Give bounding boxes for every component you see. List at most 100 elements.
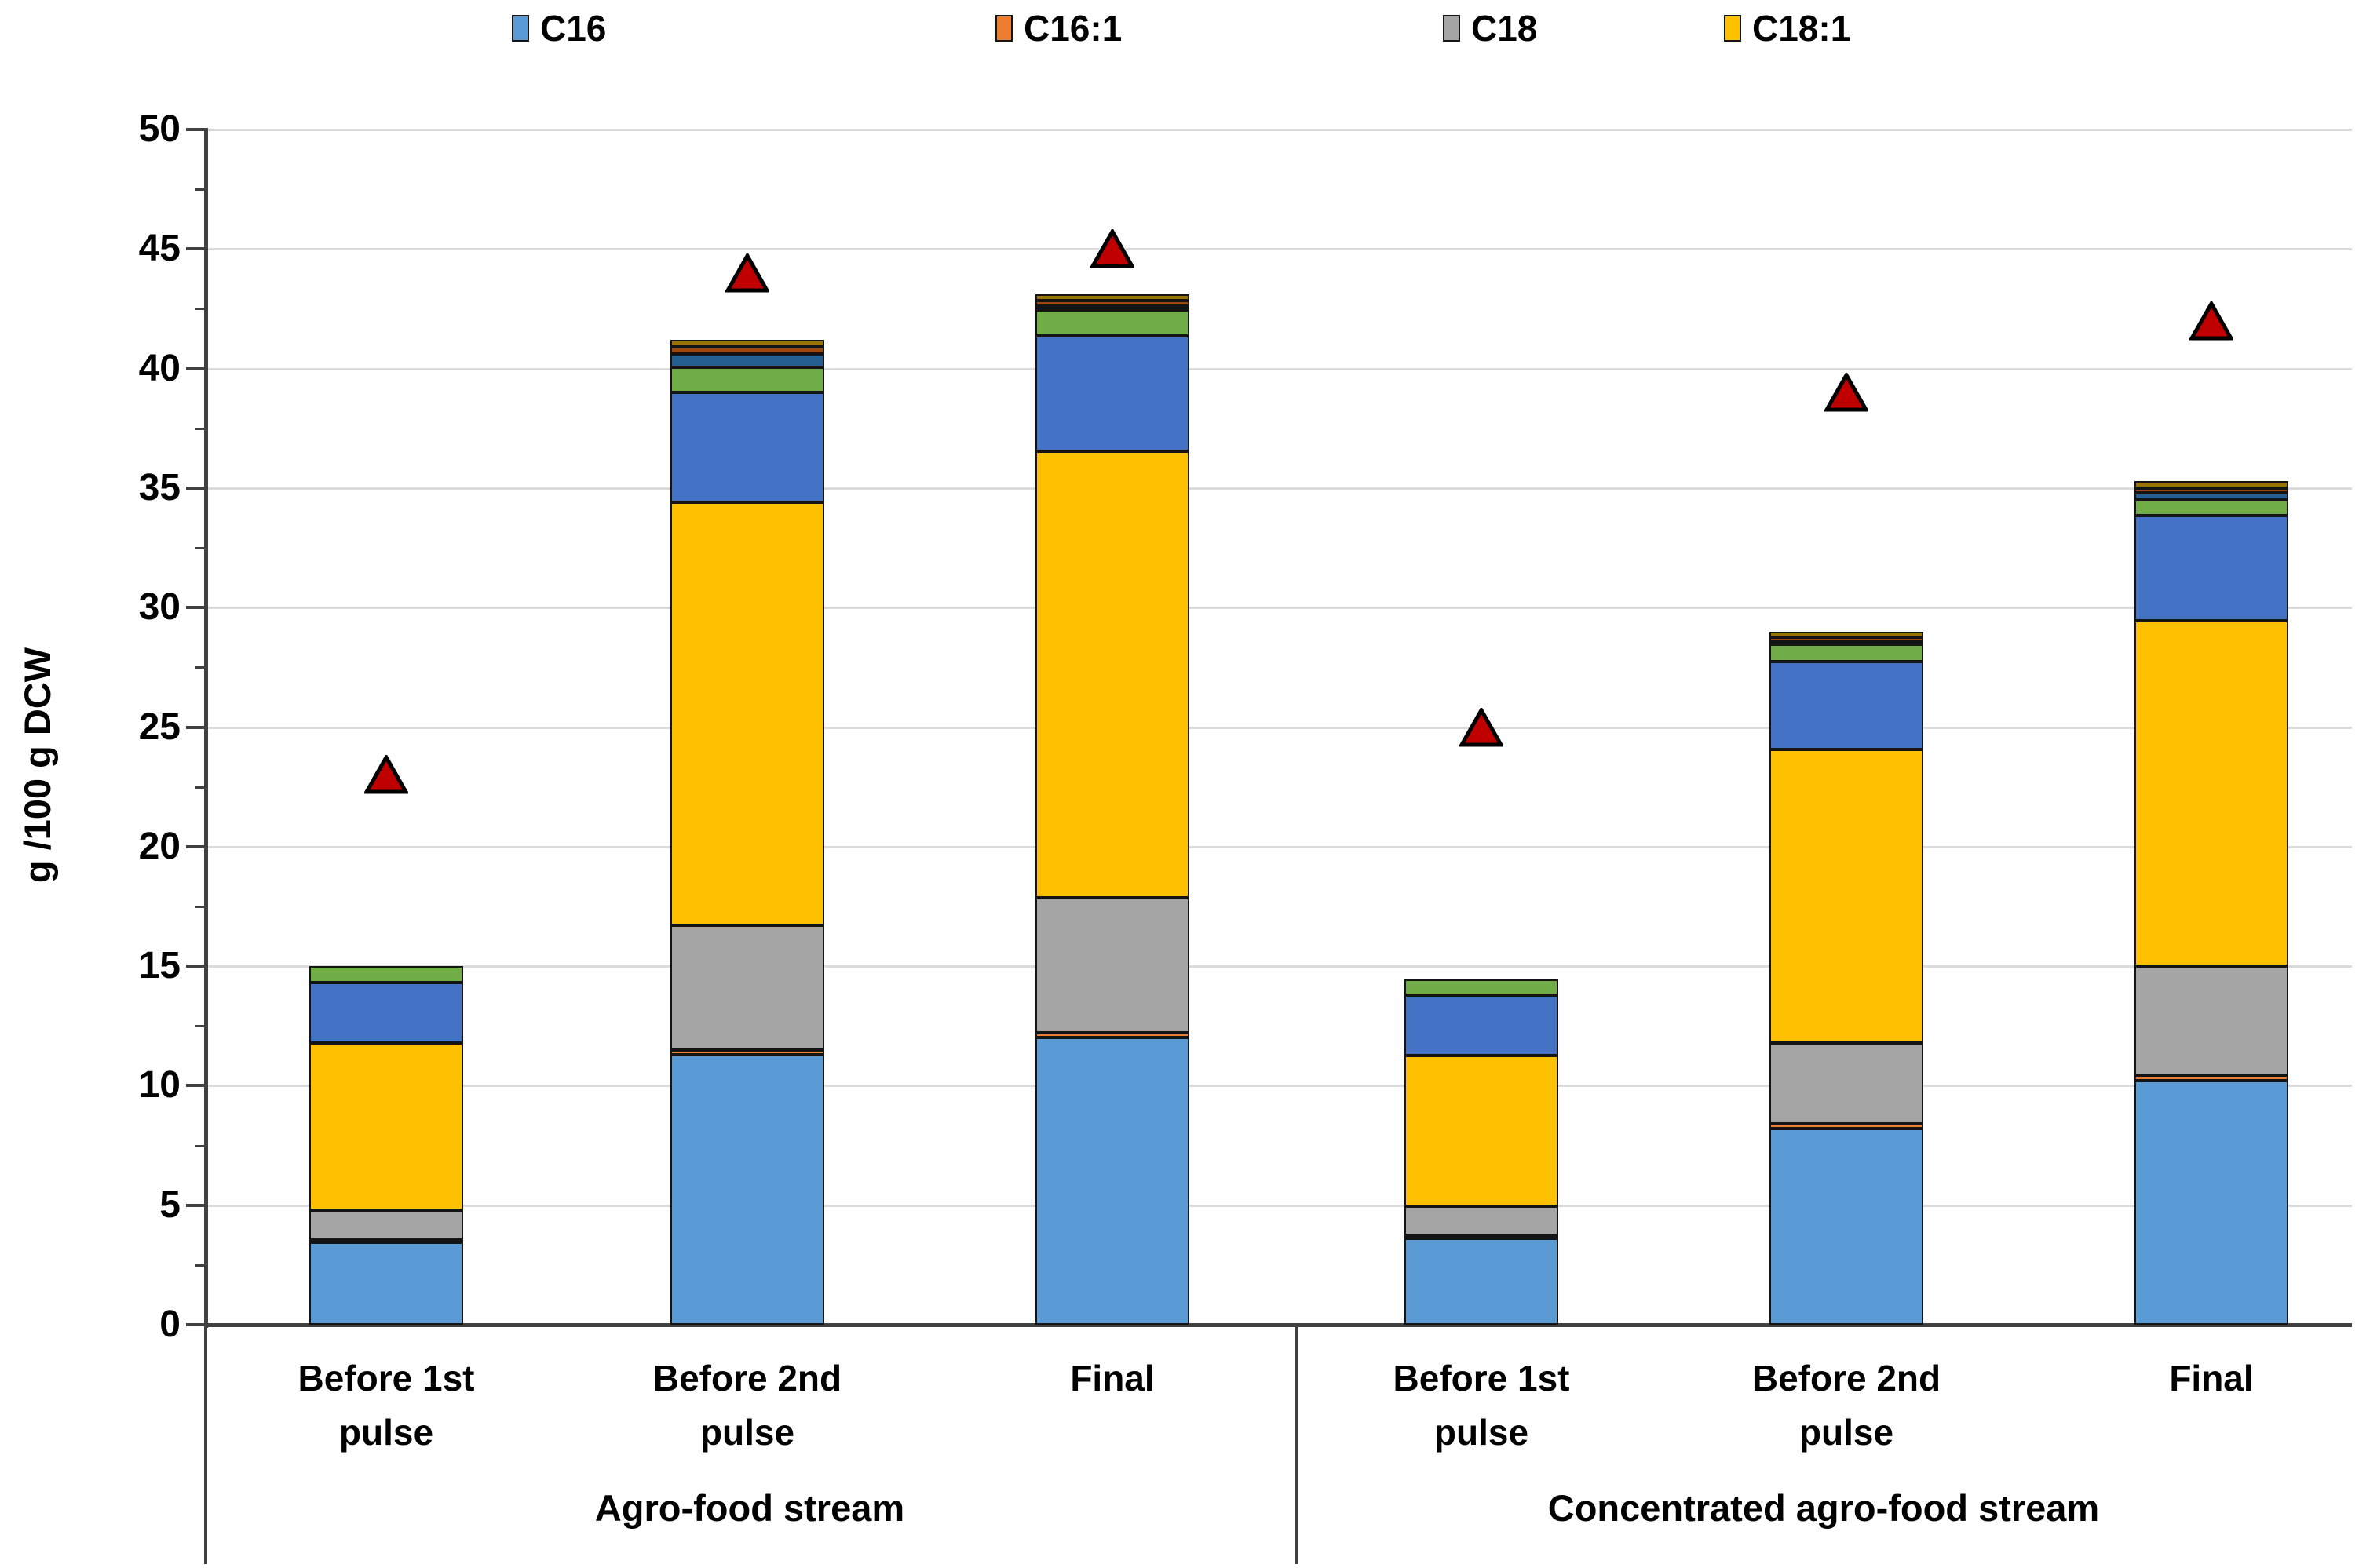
bar-segment bbox=[670, 340, 824, 348]
y-axis-minor-tick bbox=[195, 427, 206, 430]
gridline bbox=[207, 1085, 2352, 1088]
category-axis-divider bbox=[204, 1325, 207, 1564]
bar-segment bbox=[2134, 487, 2288, 493]
triangle-marker bbox=[724, 251, 771, 297]
y-axis-major-tick bbox=[186, 366, 207, 370]
y-axis-minor-tick bbox=[195, 666, 206, 669]
bar-segment bbox=[670, 392, 824, 503]
category-axis-divider bbox=[1295, 1325, 1298, 1564]
bar-segment bbox=[1035, 336, 1189, 451]
bar-segment bbox=[2134, 1081, 2288, 1325]
gridline bbox=[207, 129, 2352, 131]
y-axis-minor-tick bbox=[195, 188, 206, 191]
bar-segment bbox=[1769, 661, 1923, 750]
bar-segment bbox=[309, 966, 463, 983]
y-tick-label: 10 bbox=[138, 1064, 181, 1107]
bar-segment bbox=[670, 502, 824, 926]
legend-label: C18:1 bbox=[1752, 8, 1851, 49]
y-tick-label: 15 bbox=[138, 945, 181, 987]
gridline bbox=[207, 487, 2352, 490]
bar-segment bbox=[1035, 306, 1189, 310]
y-axis-minor-tick bbox=[195, 1025, 206, 1028]
y-tick-label: 0 bbox=[159, 1304, 181, 1345]
gridline bbox=[207, 726, 2352, 729]
bar-segment bbox=[1404, 1206, 1558, 1235]
y-axis-major-tick bbox=[186, 606, 207, 610]
gridline bbox=[207, 367, 2352, 370]
bar-segment bbox=[2134, 492, 2288, 501]
triangle-marker bbox=[1089, 228, 1136, 272]
y-tick-label: 5 bbox=[159, 1183, 181, 1226]
y-tick-label: 30 bbox=[138, 586, 181, 629]
legend-label: C18 bbox=[1471, 8, 1538, 49]
bar-segment bbox=[1769, 1129, 1923, 1325]
y-tick-label: 20 bbox=[138, 825, 181, 867]
bar-segment bbox=[2134, 480, 2288, 488]
bar-segment bbox=[1769, 1042, 1923, 1125]
y-axis-major-tick bbox=[186, 1203, 207, 1207]
bar-segment bbox=[1404, 1056, 1558, 1207]
bar-segment bbox=[1769, 631, 1923, 638]
triangle-marker bbox=[363, 753, 410, 798]
y-tick-label: 25 bbox=[138, 706, 181, 748]
bar-segment bbox=[1404, 1234, 1558, 1239]
category-label: Before 1st pulse bbox=[1393, 1358, 1570, 1453]
x-axis-line bbox=[204, 1323, 2352, 1327]
legend-swatch-icon bbox=[512, 15, 529, 42]
y-axis-minor-tick bbox=[195, 308, 206, 311]
bar-segment bbox=[670, 1049, 824, 1055]
y-axis-line bbox=[204, 128, 208, 1328]
bar-segment bbox=[1404, 1238, 1558, 1325]
gridline bbox=[207, 845, 2352, 848]
category-label: Final bbox=[2169, 1358, 2254, 1398]
y-tick-label: 50 bbox=[138, 108, 181, 150]
bar-segment bbox=[2134, 966, 2288, 1075]
gridline bbox=[207, 1204, 2352, 1207]
y-tick-label: 40 bbox=[138, 347, 181, 389]
y-axis-major-tick bbox=[186, 844, 207, 848]
bar-segment bbox=[1035, 294, 1189, 301]
y-axis-major-tick bbox=[186, 247, 207, 251]
bar-segment bbox=[309, 983, 463, 1043]
legend-label: C16 bbox=[540, 8, 607, 49]
y-axis-minor-tick bbox=[195, 547, 206, 550]
y-axis-minor-tick bbox=[195, 786, 206, 789]
bar-segment bbox=[1769, 642, 1923, 646]
category-label: Before 2nd pulse bbox=[1751, 1358, 1941, 1453]
bar-segment bbox=[670, 925, 824, 1050]
legend-swatch-icon bbox=[1724, 15, 1741, 42]
bar-segment bbox=[1035, 309, 1189, 337]
bar-segment bbox=[670, 1054, 824, 1325]
group-label: Agro-food stream bbox=[594, 1487, 905, 1529]
gridline bbox=[207, 965, 2352, 968]
y-axis-major-tick bbox=[186, 965, 207, 968]
legend-swatch-icon bbox=[995, 15, 1013, 42]
bar-segment bbox=[1035, 1033, 1189, 1038]
y-axis-major-tick bbox=[186, 1084, 207, 1088]
y-axis-major-tick bbox=[186, 1323, 207, 1326]
category-label: Before 1st pulse bbox=[298, 1358, 475, 1453]
bar-segment bbox=[670, 354, 824, 368]
bar-segment bbox=[1035, 300, 1189, 307]
bar-segment bbox=[1769, 637, 1923, 643]
bar-segment bbox=[309, 1242, 463, 1325]
bar-segment bbox=[1035, 1037, 1189, 1325]
y-tick-label: 35 bbox=[138, 466, 181, 509]
bar-segment bbox=[1035, 450, 1189, 899]
y-axis-minor-tick bbox=[195, 905, 206, 908]
y-axis-major-tick bbox=[186, 486, 207, 490]
legend-label: C16:1 bbox=[1024, 8, 1123, 49]
gridline bbox=[207, 248, 2352, 251]
triangle-marker bbox=[2188, 299, 2235, 345]
y-axis-major-tick bbox=[186, 725, 207, 729]
y-axis-minor-tick bbox=[195, 1264, 206, 1267]
bar-segment bbox=[309, 1239, 463, 1243]
triangle-marker bbox=[1458, 706, 1505, 751]
legend-item: C18:1 bbox=[1724, 8, 1851, 49]
bar-segment bbox=[1769, 1124, 1923, 1129]
bar-segment bbox=[2134, 515, 2288, 621]
bar-segment bbox=[309, 1042, 463, 1210]
bar-segment bbox=[670, 347, 824, 355]
bar-segment bbox=[1035, 898, 1189, 1034]
